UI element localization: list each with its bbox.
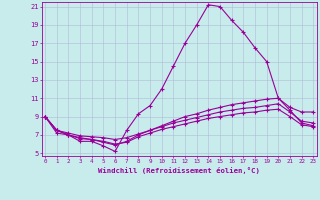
X-axis label: Windchill (Refroidissement éolien,°C): Windchill (Refroidissement éolien,°C) — [98, 167, 260, 174]
